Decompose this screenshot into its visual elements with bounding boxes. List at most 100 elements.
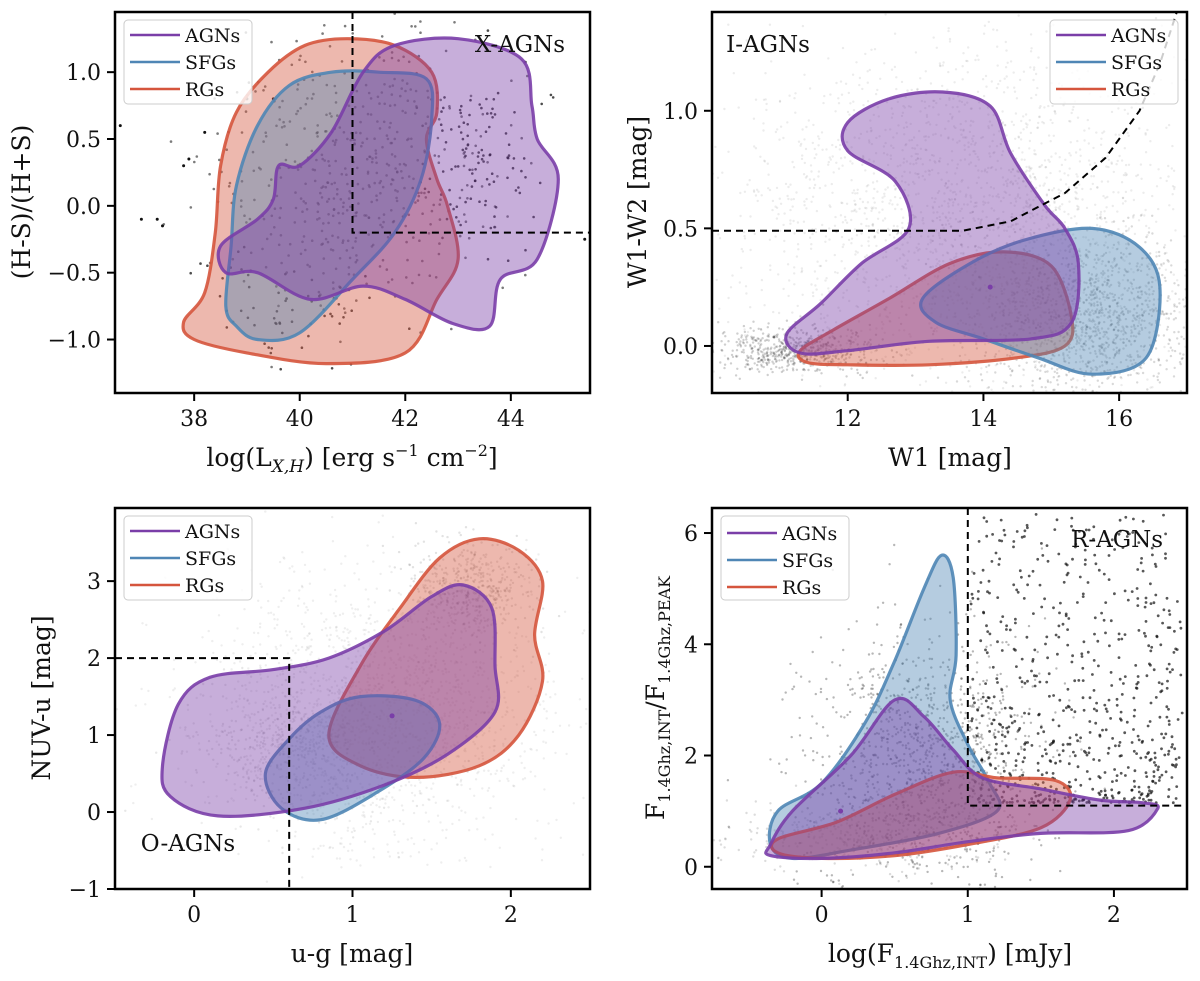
scatter-point	[1156, 375, 1159, 378]
scatter-point	[324, 185, 328, 189]
scatter-point	[772, 310, 775, 314]
scatter-point	[524, 176, 527, 179]
scatter-point	[1026, 465, 1028, 467]
scatter-point	[984, 236, 987, 239]
selection-boundary	[351, 12, 590, 234]
scatter-point	[929, 326, 933, 329]
scatter-point	[1064, 382, 1068, 385]
scatter-point	[764, 72, 767, 75]
scatter-point	[1172, 375, 1176, 378]
scatter-point	[1032, 275, 1035, 279]
scatter-point	[1091, 290, 1095, 293]
scatter-point	[1130, 292, 1134, 295]
scatter-point	[1102, 420, 1104, 422]
scatter-point	[1124, 317, 1128, 321]
scatter-point	[1023, 322, 1026, 325]
scatter-point	[1053, 201, 1056, 204]
scatter-point	[872, 206, 875, 209]
scatter-point	[1037, 56, 1040, 59]
scatter-point	[740, 266, 743, 269]
scatter-point	[716, 176, 720, 179]
scatter-point	[952, 97, 955, 100]
scatter-point	[1057, 314, 1060, 317]
scatter-point	[1020, 324, 1023, 328]
scatter-point	[1067, 213, 1070, 216]
scatter-point	[404, 111, 407, 114]
scatter-point	[1033, 149, 1036, 152]
scatter-point	[1112, 295, 1115, 299]
scatter-point	[835, 81, 838, 85]
scatter-point	[1098, 385, 1101, 388]
scatter-point	[865, 185, 869, 188]
scatter-point	[1078, 310, 1081, 313]
scatter-point	[801, 368, 805, 371]
scatter-point	[1182, 298, 1185, 301]
scatter-point	[348, 256, 352, 260]
scatter-point	[1040, 164, 1044, 167]
scatter-point	[906, 241, 909, 244]
scatter-point	[1037, 298, 1040, 301]
scatter-point	[947, 136, 950, 139]
scatter-point	[145, 623, 148, 627]
scatter-point	[876, 88, 879, 92]
scatter-point	[1144, 132, 1147, 135]
scatter-point	[1107, 279, 1111, 282]
scatter-point	[828, 238, 831, 241]
scatter-point	[864, 278, 867, 281]
scatter-point	[756, 357, 760, 361]
scatter-point	[1048, 289, 1051, 292]
scatter-point	[991, 166, 994, 169]
scatter-point	[1112, 338, 1116, 341]
scatter-point	[1103, 280, 1106, 283]
scatter-point	[902, 267, 905, 270]
scatter-point	[270, 214, 274, 218]
scatter-point	[943, 200, 946, 203]
scatter-point	[1020, 327, 1023, 330]
scatter-point	[456, 165, 460, 168]
legend-label-sfgs: SFGs	[185, 52, 236, 74]
scatter-point	[1078, 250, 1081, 254]
scatter-point	[1045, 66, 1048, 70]
scatter-point	[1094, 397, 1096, 399]
y-tick-label: −0.5	[48, 262, 101, 287]
scatter-point	[1009, 257, 1012, 260]
scatter-point	[1084, 309, 1088, 312]
y-axis-label: (H-S)/(H+S)	[7, 125, 36, 280]
scatter-point	[1038, 165, 1041, 169]
scatter-point	[1162, 313, 1166, 316]
scatter-point	[375, 194, 378, 197]
scatter-point	[355, 89, 359, 93]
scatter-point	[1165, 251, 1168, 255]
scatter-point	[396, 190, 399, 193]
scatter-point	[971, 137, 974, 140]
scatter-point	[902, 216, 905, 219]
scatter-point	[415, 106, 419, 110]
scatter-point	[337, 211, 340, 215]
scatter-point	[773, 343, 776, 346]
scatter-point	[471, 172, 474, 175]
scatter-point	[1123, 108, 1127, 112]
scatter-point	[903, 106, 906, 109]
scatter-point	[1079, 264, 1083, 268]
scatter-point	[1107, 327, 1110, 330]
scatter-point	[796, 221, 800, 224]
scatter-point	[699, 358, 701, 360]
scatter-point	[458, 108, 462, 112]
scatter-point	[1028, 165, 1031, 168]
scatter-point	[958, 110, 961, 113]
scatter-point	[840, 93, 844, 96]
scatter-point	[950, 117, 954, 120]
scatter-point	[1118, 317, 1121, 320]
scatter-point	[1028, 308, 1032, 312]
scatter-point	[951, 191, 955, 194]
scatter-point	[242, 279, 246, 283]
scatter-point	[993, 355, 997, 358]
scatter-point	[901, 253, 905, 256]
scatter-point	[949, 112, 952, 116]
scatter-point	[1178, 311, 1181, 314]
scatter-point	[995, 296, 998, 299]
scatter-point	[400, 87, 404, 90]
scatter-point	[955, 380, 959, 383]
scatter-point	[874, 377, 877, 380]
scatter-point	[1117, 243, 1121, 246]
